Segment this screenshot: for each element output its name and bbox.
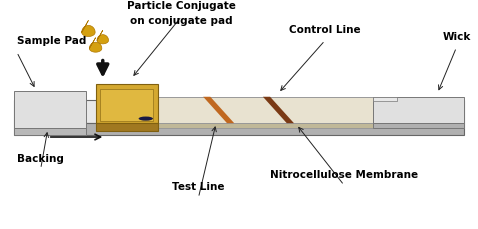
Polygon shape [82, 21, 95, 37]
Text: on conjugate pad: on conjugate pad [130, 16, 233, 26]
Text: Nitrocellulose Membrane: Nitrocellulose Membrane [270, 169, 418, 179]
Polygon shape [97, 31, 109, 45]
Text: Wick: Wick [442, 32, 471, 42]
Polygon shape [100, 89, 153, 121]
Polygon shape [14, 128, 86, 135]
Polygon shape [14, 124, 464, 135]
Text: Test Line: Test Line [172, 182, 225, 192]
Polygon shape [143, 97, 373, 124]
Polygon shape [89, 38, 102, 53]
Polygon shape [14, 101, 464, 124]
Polygon shape [14, 92, 86, 128]
Polygon shape [203, 97, 234, 124]
Polygon shape [373, 97, 464, 124]
Polygon shape [373, 124, 464, 128]
Polygon shape [96, 124, 158, 132]
Text: Backing: Backing [17, 153, 64, 163]
Ellipse shape [139, 117, 153, 121]
Text: Sample Pad: Sample Pad [17, 36, 86, 46]
Polygon shape [263, 97, 294, 124]
Polygon shape [96, 85, 158, 124]
Text: Particle Conjugate: Particle Conjugate [127, 1, 236, 11]
Text: Control Line: Control Line [289, 25, 361, 35]
Polygon shape [373, 97, 397, 102]
Polygon shape [143, 124, 373, 128]
